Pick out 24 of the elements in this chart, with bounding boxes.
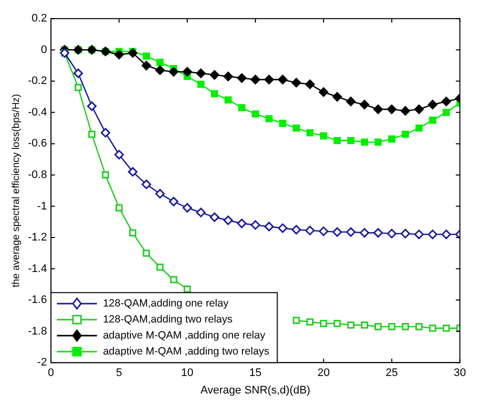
x-tick-label: 20	[317, 367, 330, 380]
y-tick-label: -0.4	[28, 106, 47, 118]
x-tick-label: 5	[116, 367, 122, 380]
y-tick-label: -0.6	[28, 138, 47, 150]
legend-label: adaptive M-QAM ,adding two relays	[102, 345, 270, 358]
y-tick-label: 0.2	[32, 12, 47, 25]
x-tick-label: 25	[386, 367, 398, 380]
y-tick-label: -1.6	[28, 294, 47, 306]
y-tick-label: -0.8	[28, 168, 47, 181]
y-tick-label: -0.2	[28, 75, 47, 88]
y-axis-title: the average spectral efficiency loss(bps/Hz)	[10, 94, 22, 288]
y-tick-label: -1.2	[28, 232, 47, 244]
legend-label: 128-QAM,adding one relay	[102, 297, 230, 310]
x-tick-label: 30	[454, 367, 466, 380]
y-tick-label: -1.4	[28, 262, 47, 275]
y-tick-label: -1.8	[28, 325, 47, 338]
y-tick-label: -2	[37, 356, 47, 369]
y-tick-label: -1	[37, 200, 47, 212]
legend-label: 128-QAM,adding two relays	[102, 313, 233, 326]
x-tick-label: 15	[249, 367, 262, 380]
y-tick-label: 0	[40, 44, 47, 56]
legend-label: adaptive M-QAM ,adding one relay	[102, 329, 266, 342]
x-tick-label: 10	[181, 367, 194, 380]
x-axis-title: Average SNR(s,d)(dB)	[200, 384, 310, 396]
